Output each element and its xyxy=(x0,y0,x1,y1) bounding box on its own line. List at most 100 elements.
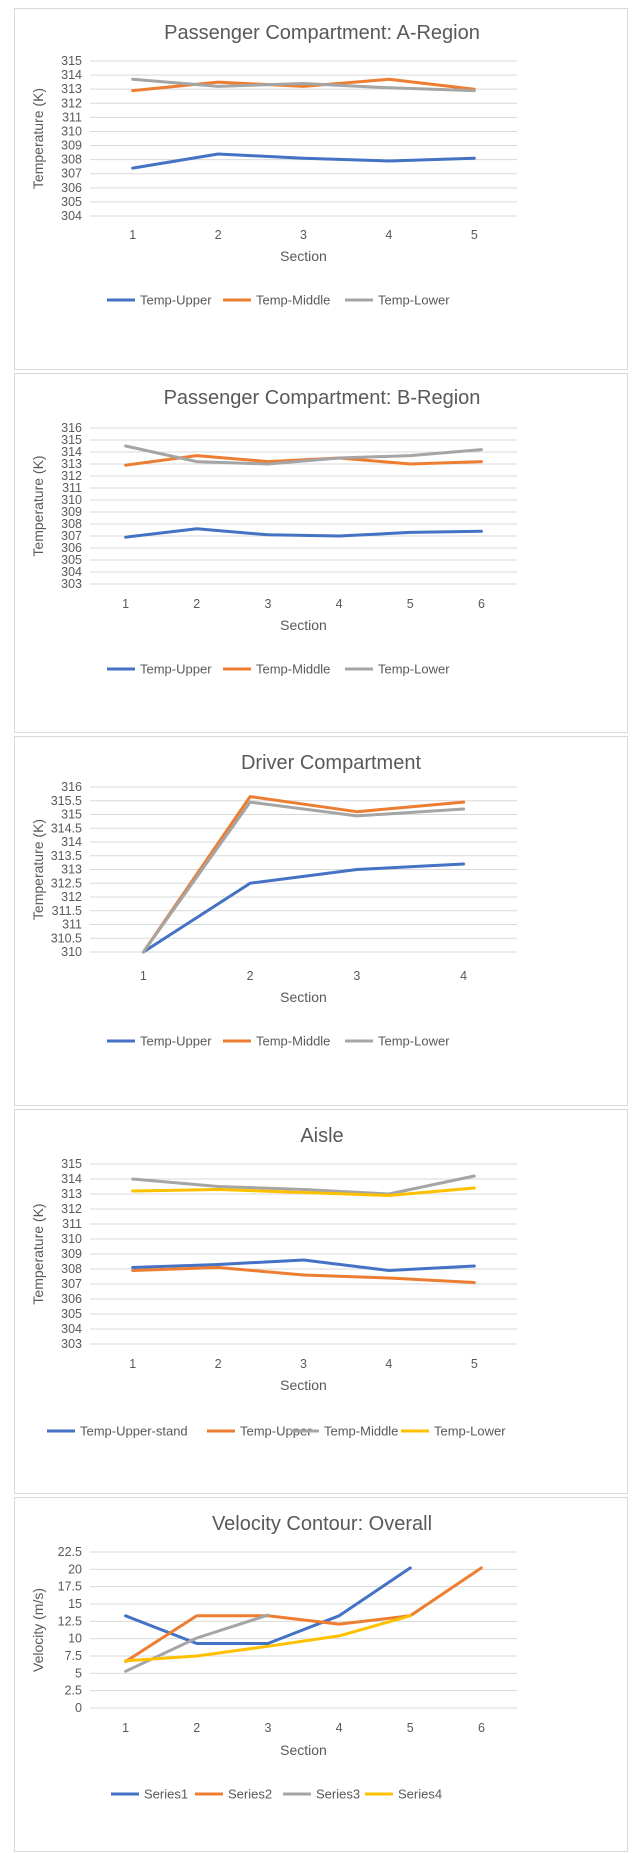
chart-driver-compartment: Driver Compartment310310.5311311.5312312… xyxy=(30,752,517,1049)
x-tick-label: 3 xyxy=(300,228,307,242)
series-line-3 xyxy=(141,800,466,954)
x-tick-label: 1 xyxy=(122,597,129,611)
legend-label: Temp-Middle xyxy=(324,1424,398,1439)
x-axis-label: Section xyxy=(280,989,327,1005)
series-line-4 xyxy=(131,1186,476,1197)
y-tick-label: 305 xyxy=(61,1307,82,1321)
x-axis-label: Section xyxy=(280,248,327,264)
y-tick-label: 305 xyxy=(61,553,82,567)
legend-label: Temp-Lower xyxy=(378,1034,450,1049)
chart-panel-a-region: Passenger Compartment: A-Region 304 305 306… xyxy=(14,8,628,370)
y-tick-label: 315 xyxy=(61,808,82,822)
legend-label: Temp-Upper xyxy=(140,662,212,677)
y-tick-label: 10 xyxy=(68,1632,82,1646)
y-tick-label: 307 xyxy=(61,1277,82,1291)
chart-velocity: Velocity Contour: Overall 0 2.5 5 7.5 10 12.5 1… xyxy=(30,1513,517,1802)
series-line-4 xyxy=(124,1614,412,1663)
y-tick-label: 309 xyxy=(61,505,82,519)
y-tick-label: 311.5 xyxy=(52,904,82,918)
x-tick-label: 3 xyxy=(353,969,360,983)
y-tick-label: 308 xyxy=(61,1262,82,1276)
x-tick-label: 4 xyxy=(385,1357,392,1371)
chart-title: Velocity Contour: Overall xyxy=(212,1513,432,1535)
y-tick-label: 7.5 xyxy=(65,1649,82,1663)
y-tick-label: 312 xyxy=(61,1202,82,1216)
legend-label: Series1 xyxy=(144,1787,188,1802)
x-tick-label: 5 xyxy=(471,228,478,242)
y-tick-label: 305 xyxy=(61,195,82,209)
y-tick-label: 316 xyxy=(61,421,82,435)
x-tick-label: 2 xyxy=(215,228,222,242)
y-tick-label: 307 xyxy=(61,529,82,543)
y-tick-label: 314.5 xyxy=(51,821,82,835)
y-tick-label: 0 xyxy=(75,1701,82,1715)
legend-label: Temp-Middle xyxy=(256,293,330,308)
legend-label: Temp-Lower xyxy=(378,293,450,308)
chart-title: Aisle xyxy=(300,1125,343,1147)
x-tick-label: 5 xyxy=(407,597,414,611)
y-axis-label: Temperature (K) xyxy=(30,455,46,556)
y-tick-label: 312 xyxy=(61,96,82,110)
x-tick-label: 5 xyxy=(407,1721,414,1735)
y-tick-label: 313.5 xyxy=(51,849,82,863)
series-line-1 xyxy=(131,1258,476,1272)
y-tick-label: 310 xyxy=(61,945,82,959)
y-tick-label: 12.5 xyxy=(58,1614,82,1628)
x-tick-label: 4 xyxy=(336,1721,343,1735)
y-tick-label: 315 xyxy=(61,1157,82,1171)
chart-panel-velocity: Velocity Contour: Overall 0 2.5 5 7.5 10 12.5 1… xyxy=(14,1497,628,1852)
y-tick-label: 314 xyxy=(61,68,82,82)
y-tick-label: 313 xyxy=(61,1187,82,1201)
x-tick-label: 1 xyxy=(122,1721,129,1735)
x-tick-label: 5 xyxy=(471,1357,478,1371)
y-tick-label: 313 xyxy=(61,457,82,471)
series-line-1 xyxy=(124,527,483,539)
y-tick-label: 311 xyxy=(62,110,82,124)
series-line-1 xyxy=(131,152,476,170)
x-tick-label: 1 xyxy=(140,969,147,983)
y-tick-label: 15 xyxy=(68,1597,82,1611)
x-tick-label: 1 xyxy=(129,228,136,242)
chart-title: Passenger Compartment: A-Region xyxy=(164,22,480,44)
y-tick-label: 309 xyxy=(61,139,82,153)
series-line-3 xyxy=(131,1174,476,1196)
y-tick-label: 312.5 xyxy=(51,876,82,890)
y-tick-label: 310 xyxy=(61,1232,82,1246)
y-tick-label: 310.5 xyxy=(51,931,82,945)
y-axis-label: Temperature (K) xyxy=(30,88,46,189)
chart-title: Driver Compartment xyxy=(241,752,421,774)
y-tick-label: 303 xyxy=(61,577,82,591)
chart-panel-driver: Driver Compartment 310 310.5 311 311.5 312 312… xyxy=(14,736,628,1106)
series-line-2 xyxy=(124,1566,483,1663)
x-tick-label: 6 xyxy=(478,1721,485,1735)
series-line-2 xyxy=(131,1266,476,1284)
x-axis-label: Section xyxy=(280,1377,327,1393)
x-tick-label: 4 xyxy=(460,969,467,983)
legend-label: Temp-Middle xyxy=(256,1034,330,1049)
x-tick-label: 4 xyxy=(385,228,392,242)
y-tick-label: 306 xyxy=(61,1292,82,1306)
y-tick-label: 315 xyxy=(61,54,82,68)
y-tick-label: 2.5 xyxy=(65,1684,82,1698)
legend-label: Temp-Lower xyxy=(378,662,450,677)
x-tick-label: 2 xyxy=(193,1721,200,1735)
chart-b-region: Passenger Compartment: B-Region 303304305… xyxy=(30,387,517,677)
y-tick-label: 22.5 xyxy=(58,1545,82,1559)
y-tick-label: 314 xyxy=(61,1172,82,1186)
y-tick-label: 315.5 xyxy=(51,794,82,808)
y-tick-label: 312 xyxy=(61,890,82,904)
y-tick-label: 311 xyxy=(62,1217,82,1231)
legend-label: Temp-Lower xyxy=(434,1424,506,1439)
y-axis-label: Temperature (K) xyxy=(30,1203,46,1304)
x-tick-label: 3 xyxy=(264,1721,271,1735)
y-tick-label: 310 xyxy=(61,493,82,507)
x-tick-label: 3 xyxy=(264,597,271,611)
y-tick-label: 308 xyxy=(61,517,82,531)
legend-label: Temp-Upper xyxy=(240,1424,312,1439)
x-tick-label: 2 xyxy=(247,969,254,983)
legend-label: Series3 xyxy=(316,1787,360,1802)
y-tick-label: 304 xyxy=(61,565,82,579)
y-tick-label: 5 xyxy=(75,1666,82,1680)
y-tick-label: 311 xyxy=(62,481,82,495)
series-line-1 xyxy=(141,862,466,954)
